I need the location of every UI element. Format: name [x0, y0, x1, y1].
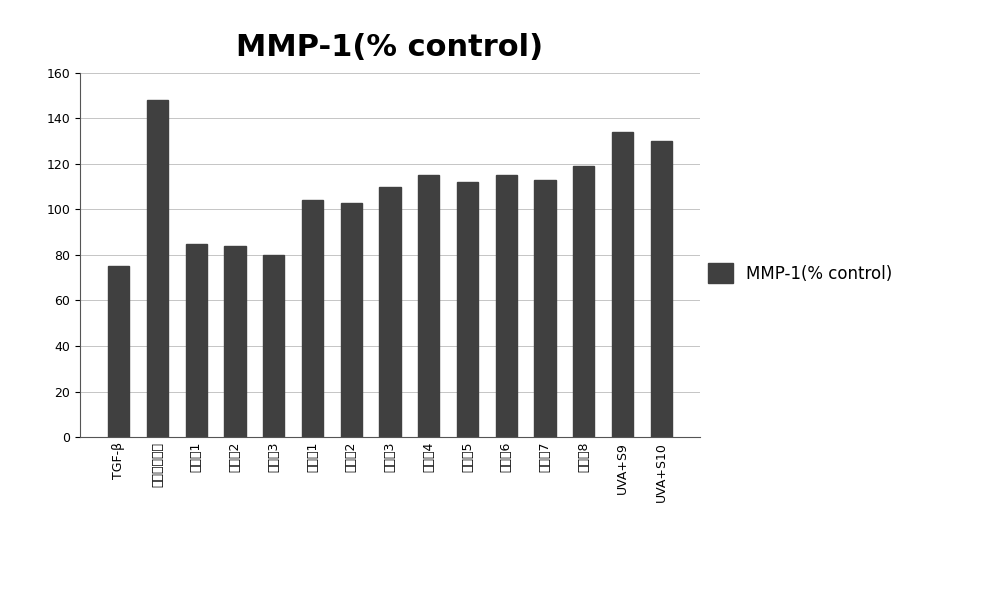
Bar [147, 100, 168, 437]
Bar [341, 203, 362, 437]
Bar [108, 266, 129, 437]
Bar [302, 200, 323, 437]
Bar [496, 175, 517, 437]
Bar [612, 132, 633, 437]
Bar [651, 141, 672, 437]
Title: MMP-1(% control): MMP-1(% control) [236, 33, 544, 62]
Bar [263, 255, 284, 437]
Bar [186, 243, 207, 437]
Bar [418, 175, 439, 437]
Bar [457, 182, 478, 437]
Bar [534, 180, 556, 437]
Bar [379, 187, 401, 437]
Bar [573, 166, 594, 437]
Bar [224, 246, 246, 437]
Legend: MMP-1(% control): MMP-1(% control) [701, 256, 899, 290]
